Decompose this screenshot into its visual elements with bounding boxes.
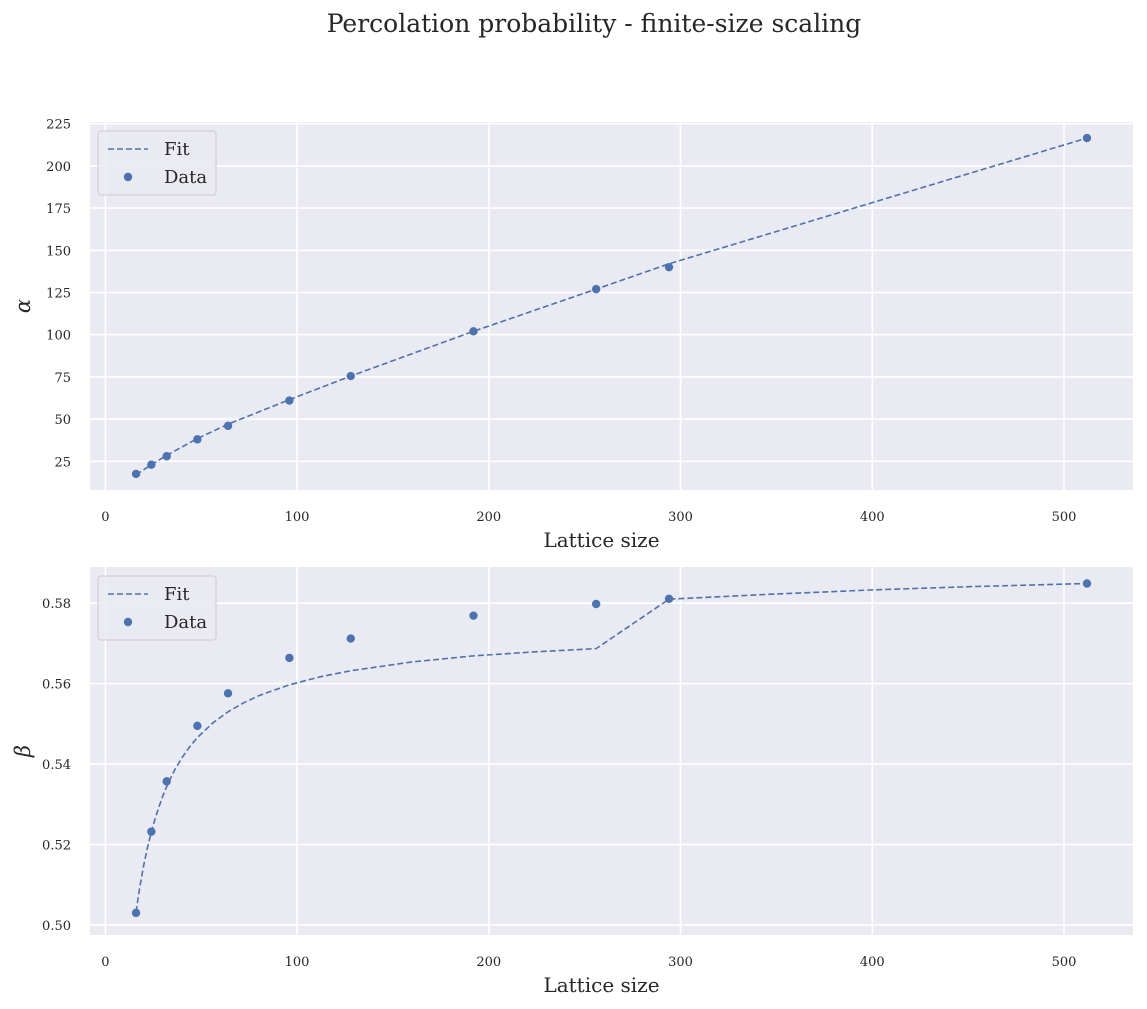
x-axis-label: Lattice size [543, 973, 659, 997]
legend-label: Fit [164, 139, 190, 160]
data-point [193, 721, 202, 731]
x-tick-label: 0 [101, 510, 109, 525]
x-tick-label: 200 [476, 510, 501, 525]
data-point [664, 262, 674, 272]
data-point [346, 634, 355, 643]
data-point [346, 371, 355, 381]
legend-marker-swatch [123, 172, 133, 182]
axes-panel-2: 0 100 200 300 400 500 0.50 0.52 0.54 0.56 0.58 Latt… [11, 567, 1133, 997]
x-tick-label: 500 [1052, 510, 1077, 525]
y-tick-label: 0.52 [42, 839, 71, 854]
y-tick-label: 0.58 [42, 597, 71, 612]
y-tick-label: 175 [46, 202, 71, 217]
data-point [1082, 133, 1092, 143]
axes-panel-1: 0 100 200 300 400 500 25 50 75 100 125 150 175 200 225… [11, 118, 1133, 552]
x-tick-label: 200 [476, 955, 501, 970]
data-point [285, 396, 294, 405]
data-point [285, 653, 294, 663]
y-tick-label: 200 [46, 160, 71, 175]
y-tick-label: 50 [54, 413, 71, 428]
y-tick-label: 0.50 [42, 919, 71, 934]
data-point [147, 460, 156, 469]
legend-label: Data [164, 167, 207, 188]
data-point [664, 594, 674, 603]
data-point [131, 469, 141, 479]
y-tick-label: 100 [46, 329, 71, 344]
x-tick-label: 100 [285, 510, 310, 525]
x-tick-label: 300 [668, 955, 693, 970]
x-tick-label: 100 [285, 955, 310, 970]
data-point [223, 421, 233, 431]
legend: Fit Data [97, 575, 217, 641]
x-axis-label: Lattice size [543, 528, 659, 552]
x-tick-label: 300 [668, 510, 693, 525]
data-point [162, 777, 171, 786]
y-axis-label: β [11, 745, 35, 758]
legend-marker-swatch [123, 617, 133, 627]
x-tick-label: 400 [860, 510, 885, 525]
data-point [469, 611, 478, 620]
y-tick-label: 25 [54, 455, 71, 470]
legend-label: Fit [164, 584, 190, 605]
data-point [469, 327, 478, 336]
legend-label: Data [164, 612, 207, 633]
data-point [591, 284, 601, 294]
figure-title: Percolation probability - finite-size sc… [327, 9, 862, 38]
data-point [147, 827, 156, 836]
y-tick-label: 75 [54, 371, 71, 386]
y-tick-label: 125 [46, 286, 71, 301]
y-tick-label: 0.54 [42, 758, 71, 773]
data-point [162, 452, 171, 461]
y-tick-label: 225 [46, 118, 71, 133]
legend: Fit Data [97, 130, 217, 196]
plot-area [90, 122, 1133, 490]
x-tick-label: 400 [860, 955, 885, 970]
plot-area [90, 567, 1133, 935]
data-point [1082, 579, 1092, 588]
y-tick-label: 150 [46, 244, 71, 259]
x-tick-label: 0 [101, 955, 109, 970]
data-point [223, 689, 233, 698]
fit-line [135, 582, 1088, 913]
data-point [131, 908, 141, 918]
y-axis-label: α [11, 299, 35, 313]
data-point [193, 435, 202, 444]
x-tick-label: 500 [1052, 955, 1077, 970]
y-tick-label: 0.56 [42, 678, 71, 693]
data-point [591, 599, 601, 609]
